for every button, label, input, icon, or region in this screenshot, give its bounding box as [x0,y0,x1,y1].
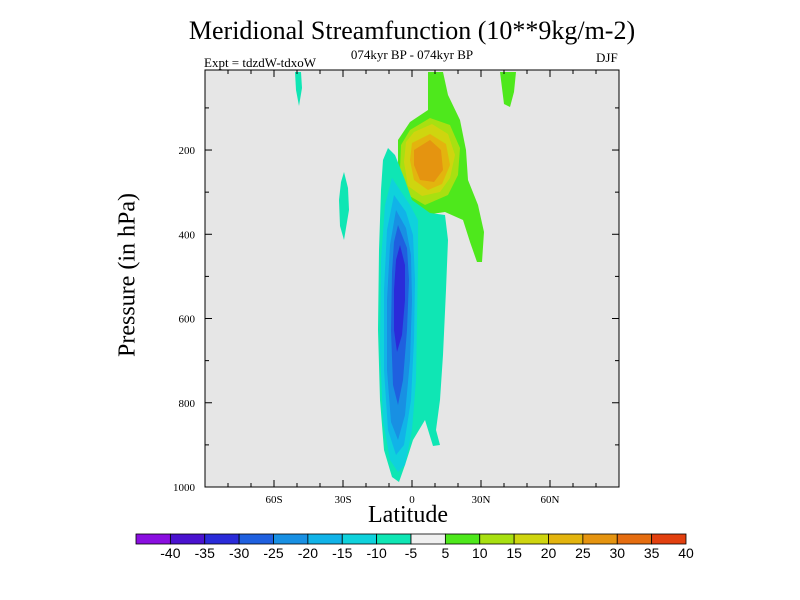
contour-pos-blob-1 [500,72,516,107]
colorbar-swatch [616,533,653,545]
colorbar-swatch [582,533,618,545]
colorbar-swatch [651,533,687,545]
y-tick-label: 400 [179,229,196,241]
colorbar-label: 10 [472,545,488,561]
chart-subtitle: 074kyr BP - 074kyr BP [350,47,474,62]
contour-neg-blob-2 [339,172,349,240]
colorbar-swatch [444,533,481,545]
colorbar-label: 5 [441,545,449,561]
colorbar-swatch [548,533,584,545]
y-tick-label: 200 [179,145,196,157]
colorbar-swatch [204,533,240,545]
colorbar-swatch [513,533,549,545]
colorbar-label: -35 [195,545,215,561]
colorbar-swatch [307,533,343,545]
y-tick-label: 1000 [173,482,196,494]
colorbar-label: -20 [298,545,318,561]
colorbar-swatch [238,533,274,545]
colorbar-swatch [341,533,378,545]
colorbar-swatch [376,533,412,545]
colorbar-swatch [135,533,171,545]
x-tick-label: 30N [472,494,491,506]
x-tick-label: 0 [409,494,415,506]
colorbar-swatch [169,533,206,545]
colorbar-label: -15 [332,545,352,561]
x-tick-label: 60N [541,494,560,506]
colorbar-label: 25 [575,545,591,561]
colorbar-label: 35 [644,545,660,561]
y-tick-label: 800 [179,398,196,410]
colorbar-label: 15 [506,545,522,561]
colorbar-label: -25 [263,545,283,561]
contour-fills [295,72,516,482]
colorbar-label: 30 [609,545,625,561]
axes: 60S 30S 0 30N 60N 200 400 600 800 1000 [173,70,619,506]
colorbar-label: 40 [678,545,694,561]
x-tick-label: 30S [334,494,351,506]
x-axis-label: Latitude [368,502,448,528]
x-tick-label: 60S [265,494,282,506]
chart-title: Meridional Streamfunction (10**9kg/m-2) [188,16,636,45]
contour-pos-25 [414,140,443,182]
colorbar-label: -30 [229,545,249,561]
contour-neg-blob-1 [295,72,302,106]
colorbar-label: -5 [405,545,418,561]
colorbar-swatch [410,533,446,545]
colorbar-label: -10 [367,545,387,561]
y-tick-label: 600 [179,314,196,326]
season-label: DJF [596,50,618,65]
colorbar-label: 20 [541,545,557,561]
colorbar: -40 -35 -30 -25 -20 -15 -10 -5 5 10 15 20 25 30 35 40 [135,533,694,561]
colorbar-swatch [479,533,515,545]
experiment-label: Expt = tdzdW-tdxoW [204,55,317,70]
colorbar-swatch [273,533,309,545]
colorbar-label: -40 [160,545,180,561]
contour-neg-30 [394,245,405,352]
